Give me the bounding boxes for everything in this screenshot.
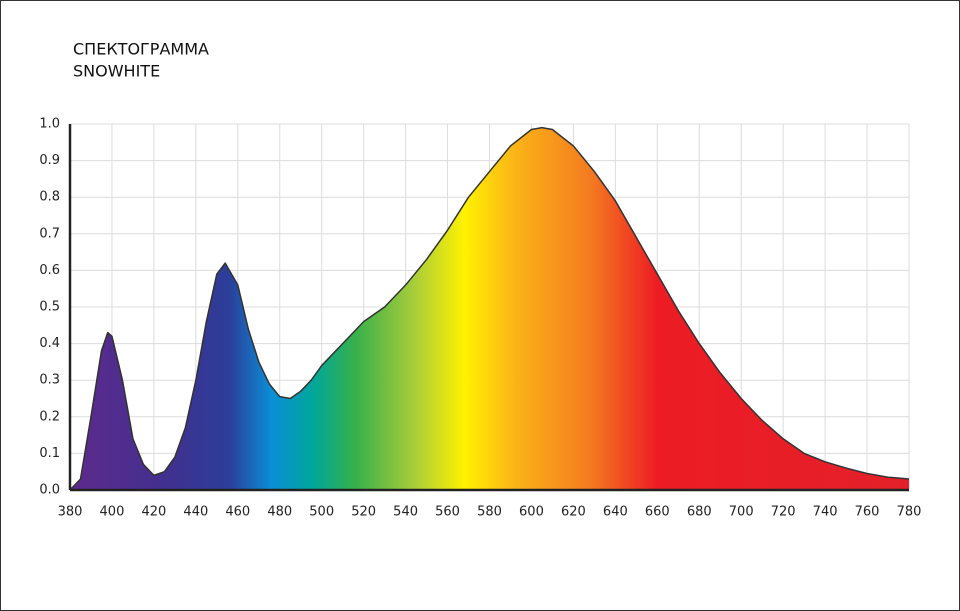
x-tick-label: 480 bbox=[267, 505, 292, 520]
x-tick-label: 500 bbox=[309, 505, 334, 520]
y-tick-label: 0.2 bbox=[39, 409, 60, 424]
x-tick-label: 440 bbox=[183, 505, 208, 520]
x-tick-label: 420 bbox=[141, 505, 166, 520]
y-tick-label: 0.1 bbox=[39, 446, 60, 461]
x-tick-label: 380 bbox=[58, 505, 83, 520]
x-tick-label: 740 bbox=[813, 505, 838, 520]
y-tick-label: 1.0 bbox=[39, 117, 60, 132]
y-tick-label: 0.0 bbox=[39, 483, 60, 498]
x-tick-label: 540 bbox=[393, 505, 418, 520]
y-tick-label: 0.8 bbox=[39, 190, 60, 205]
spectrum-area bbox=[70, 127, 909, 490]
chart-title: СПЕКТОГРАММА bbox=[73, 40, 209, 59]
x-tick-label: 400 bbox=[100, 505, 125, 520]
y-tick-label: 0.4 bbox=[39, 336, 60, 351]
x-tick-label: 600 bbox=[519, 505, 544, 520]
y-tick-label: 0.9 bbox=[39, 153, 60, 168]
x-tick-label: 460 bbox=[225, 505, 250, 520]
x-tick-label: 780 bbox=[897, 505, 922, 520]
y-tick-label: 0.7 bbox=[39, 226, 60, 241]
y-tick-label: 0.3 bbox=[39, 373, 60, 388]
x-tick-label: 680 bbox=[687, 505, 712, 520]
chart-subtitle: SNOWHITE bbox=[73, 62, 160, 81]
x-tick-label: 560 bbox=[435, 505, 460, 520]
x-tick-label: 580 bbox=[477, 505, 502, 520]
x-tick-label: 660 bbox=[645, 505, 670, 520]
y-tick-label: 0.5 bbox=[39, 300, 60, 315]
x-tick-label: 620 bbox=[561, 505, 586, 520]
x-tick-label: 700 bbox=[729, 505, 754, 520]
x-tick-label: 760 bbox=[855, 505, 880, 520]
x-tick-label: 520 bbox=[351, 505, 376, 520]
x-tick-label: 720 bbox=[771, 505, 796, 520]
spectrum-line bbox=[69, 126, 910, 491]
x-tick-label: 640 bbox=[603, 505, 628, 520]
y-tick-label: 0.6 bbox=[39, 263, 60, 278]
